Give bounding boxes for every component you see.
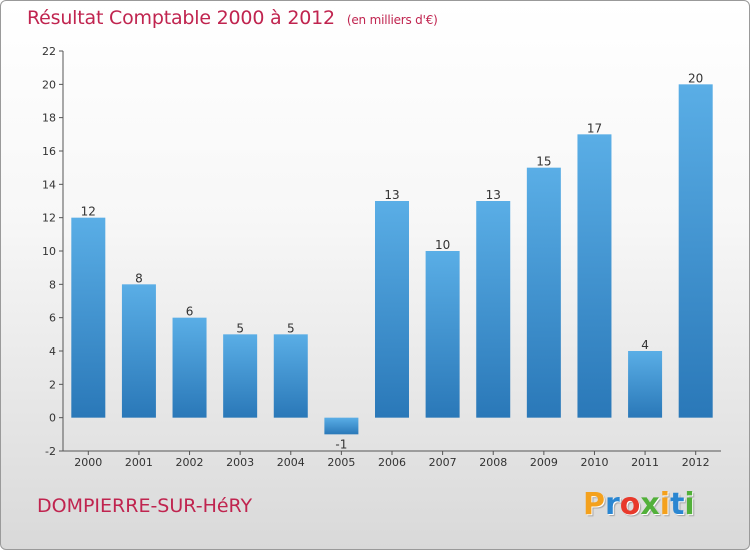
logo-letter: P — [583, 487, 605, 522]
bar — [324, 417, 359, 435]
x-tick-label: 2003 — [226, 456, 254, 469]
y-tick-label: 10 — [42, 245, 56, 258]
bar — [577, 134, 612, 418]
data-label: 15 — [536, 155, 551, 169]
data-label: 13 — [486, 188, 501, 202]
y-tick-label: 8 — [49, 278, 56, 291]
data-label: 13 — [384, 188, 399, 202]
data-label: 12 — [81, 205, 96, 219]
x-tick-label: 2012 — [682, 456, 710, 469]
data-label: 4 — [641, 338, 649, 352]
bar — [223, 334, 258, 418]
x-tick-label: 2007 — [429, 456, 457, 469]
y-tick-label: 14 — [42, 178, 56, 191]
bar — [121, 284, 156, 418]
data-label: 10 — [435, 238, 450, 252]
bar — [628, 351, 663, 418]
logo-letter: o — [619, 487, 641, 522]
y-tick-label: 6 — [49, 312, 56, 325]
y-tick-label: 12 — [42, 212, 56, 225]
y-tick-label: -2 — [45, 445, 56, 458]
data-label: -1 — [335, 437, 347, 451]
logo-letter: i — [659, 487, 671, 522]
logo-letter: r — [605, 487, 620, 522]
bar — [476, 201, 511, 418]
x-tick-label: 2001 — [125, 456, 153, 469]
x-tick-label: 2004 — [277, 456, 305, 469]
bar — [273, 334, 308, 418]
x-tick-label: 2008 — [479, 456, 507, 469]
y-tick-label: 22 — [42, 45, 56, 58]
data-label: 6 — [186, 305, 194, 319]
logo-letter: x — [640, 487, 660, 522]
bar — [425, 251, 460, 418]
y-tick-label: 0 — [49, 412, 56, 425]
x-tick-label: 2010 — [580, 456, 608, 469]
y-tick-label: 2 — [49, 378, 56, 391]
x-tick-label: 2009 — [530, 456, 558, 469]
data-label: 20 — [688, 71, 703, 85]
x-tick-label: 2005 — [327, 456, 355, 469]
logo-letter: i — [684, 487, 695, 522]
bars — [71, 84, 713, 435]
y-tick-label: 20 — [42, 78, 56, 91]
data-label: 17 — [587, 121, 602, 135]
chart-title: Résultat Comptable 2000 à 2012 (en millie… — [27, 7, 438, 29]
bar — [375, 201, 409, 418]
y-tick-label: 16 — [42, 145, 56, 158]
bar — [172, 317, 207, 418]
y-tick-label: 4 — [49, 345, 56, 358]
chart-subtitle: (en milliers d'€) — [346, 13, 438, 27]
bar — [678, 84, 713, 418]
x-tick-label: 2006 — [378, 456, 406, 469]
data-label: 8 — [135, 271, 143, 285]
chart-title-text: Résultat Comptable 2000 à 2012 — [27, 7, 335, 29]
x-tick-label: 2011 — [631, 456, 659, 469]
data-label: 5 — [236, 321, 244, 335]
bar — [526, 167, 561, 418]
data-label: 5 — [287, 321, 295, 335]
axes: -2 0 2 4 6 8 10 12 14 16 18 20 22 2000 2001 2002 2003 200… — [42, 45, 721, 469]
data-labels: 12 8 6 5 5 -1 13 10 13 15 17 4 20 — [81, 71, 704, 451]
proxiti-logo: Proxiti — [583, 487, 695, 522]
commune-name: DOMPIERRE-SUR-HéRY — [37, 495, 253, 517]
bar — [71, 217, 106, 418]
logo-letter: t — [670, 487, 685, 522]
y-tick-label: 18 — [42, 112, 56, 125]
x-tick-label: 2000 — [74, 456, 102, 469]
x-tick-label: 2002 — [176, 456, 204, 469]
